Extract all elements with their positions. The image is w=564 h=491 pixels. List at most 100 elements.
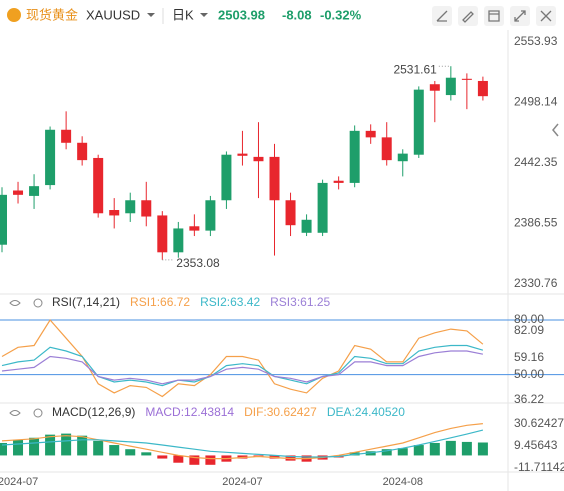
- candle-body: [77, 142, 88, 161]
- histogram-bar: [93, 440, 104, 456]
- histogram-bar: [77, 435, 88, 456]
- legend-entry: MACD:12.43814: [145, 405, 234, 419]
- histogram-bar: [141, 452, 152, 456]
- indicator-line: [1, 350, 484, 385]
- histogram-bar: [173, 455, 184, 463]
- legend-entry: RSI2:63.42: [200, 295, 260, 309]
- candle-body: [93, 157, 104, 214]
- y-tick-label: 80.00: [514, 312, 544, 326]
- tool-icon: [436, 10, 448, 22]
- candle-body: [61, 129, 72, 143]
- x-tick-label: 2024-07: [222, 476, 262, 488]
- y-tick-label: 2498.14: [514, 95, 558, 109]
- candle-body: [349, 130, 360, 183]
- settings-icon[interactable]: [33, 298, 43, 308]
- candle-body: [381, 137, 392, 161]
- candle-body: [205, 200, 216, 231]
- histogram-bar: [29, 437, 40, 456]
- panel-title: RSI(7,14,21): [52, 295, 120, 309]
- eye-icon[interactable]: [9, 410, 21, 416]
- candle-body: [189, 226, 200, 231]
- candle-body: [301, 219, 312, 233]
- y-tick-label: 2442.35: [514, 155, 558, 169]
- candle-body: [237, 153, 248, 156]
- candle-body: [173, 228, 184, 253]
- x-tick-label: 2024-07: [0, 476, 38, 488]
- low-annotation: 2353.08: [176, 256, 220, 270]
- candle-body: [397, 153, 408, 162]
- histogram-bar: [45, 434, 56, 456]
- rsi-controls: [9, 298, 43, 418]
- tool-button[interactable]: [484, 6, 504, 26]
- histogram-bar: [413, 445, 424, 456]
- price-change-pct: -0.32%: [320, 7, 362, 22]
- legend-entry: RSI3:61.25: [270, 295, 330, 309]
- histogram-bar: [125, 449, 136, 456]
- tool-icon: [488, 10, 500, 22]
- candle-body: [413, 89, 424, 155]
- tool-button[interactable]: [458, 6, 478, 26]
- candle-body: [0, 194, 7, 245]
- candle-body: [109, 210, 120, 216]
- tool-icon: [514, 10, 526, 22]
- settings-icon[interactable]: [33, 408, 43, 418]
- histogram-bar: [13, 439, 24, 456]
- price-change: -8.08: [282, 7, 312, 22]
- candle-body: [461, 78, 472, 80]
- histogram-bar: [205, 455, 216, 465]
- candle-body: [445, 77, 456, 96]
- histogram-bar: [429, 442, 440, 456]
- candle-body: [333, 180, 344, 183]
- legend-entry: DEA:24.40520: [327, 405, 405, 419]
- indicator-line: [1, 318, 484, 398]
- histogram-bar: [157, 455, 168, 459]
- panel-title: MACD(12,26,9): [52, 405, 135, 419]
- y-tick-label: 9.45643: [514, 438, 558, 452]
- eye-icon[interactable]: [9, 300, 21, 306]
- candle-body: [285, 200, 296, 226]
- candle-body: [13, 190, 24, 195]
- histogram-bar: [445, 440, 456, 456]
- histogram-bar: [189, 455, 200, 465]
- histogram-bar: [477, 442, 488, 456]
- tool-icon: [462, 11, 474, 23]
- toolbar: [432, 6, 556, 26]
- histogram-bar: [61, 433, 72, 456]
- y-tick-label: -11.71142: [514, 460, 564, 474]
- candle-body: [253, 156, 264, 162]
- candle-body: [477, 80, 488, 97]
- y-tick-label: 36.22: [514, 392, 544, 406]
- tool-icon: [540, 10, 552, 22]
- y-tick-label: 2386.55: [514, 216, 558, 230]
- histogram-bar: [461, 441, 472, 456]
- y-tick-label: 82.09: [514, 323, 544, 337]
- histogram-bar: [109, 445, 120, 456]
- histogram-bar: [381, 449, 392, 456]
- symbol[interactable]: XAUUSD: [86, 7, 140, 22]
- dropdown-arrow[interactable]: [147, 13, 155, 17]
- y-tick-label: 2330.76: [514, 276, 558, 290]
- candle-body: [221, 154, 232, 201]
- candle-body: [125, 200, 136, 214]
- high-annotation: 2531.61: [393, 62, 437, 76]
- y-tick-label: 50.00: [514, 367, 544, 381]
- histogram-bar: [397, 448, 408, 456]
- dropdown-arrow[interactable]: [200, 13, 208, 17]
- y-tick-label: 59.16: [514, 350, 544, 364]
- legend-entry: RSI1:66.72: [130, 295, 190, 309]
- last-price: 2503.98: [218, 7, 265, 22]
- collapse-arrow[interactable]: [552, 123, 559, 137]
- candle-body: [45, 129, 56, 186]
- candle-body: [269, 156, 280, 201]
- candle-body: [157, 215, 168, 253]
- candle-body: [365, 130, 376, 138]
- y-tick-label: 30.62427: [514, 416, 564, 430]
- histogram-bar: [0, 442, 7, 456]
- indicator-line: [1, 344, 484, 387]
- candle-body: [429, 84, 440, 91]
- candle-body: [141, 200, 152, 217]
- candle-body: [29, 186, 40, 196]
- period[interactable]: 日K: [172, 7, 194, 22]
- indicator-line: [1, 423, 483, 460]
